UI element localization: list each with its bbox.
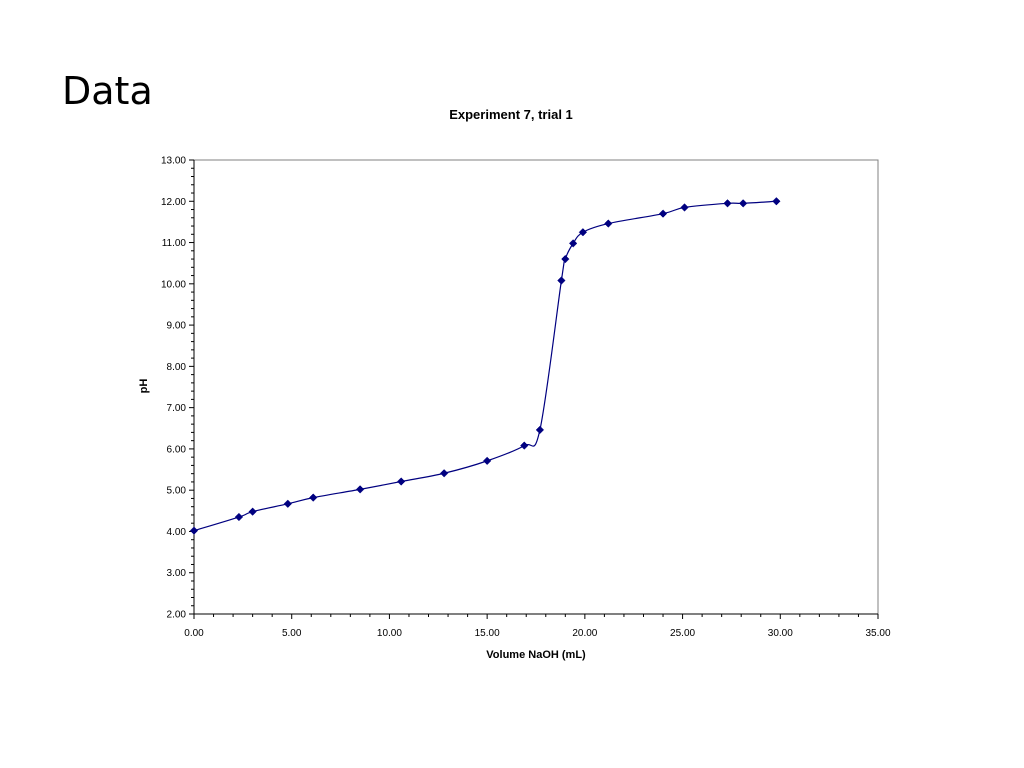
data-point-marker	[535, 425, 545, 435]
x-tick-label: 10.00	[377, 628, 402, 639]
data-point-marker	[309, 493, 318, 502]
plot-area	[193, 159, 879, 615]
slide-title: Data	[62, 69, 153, 113]
y-tick-label: 4.00	[167, 527, 187, 538]
x-tick-label: 0.00	[184, 628, 204, 639]
data-point-marker	[568, 239, 578, 248]
data-point-marker	[578, 228, 588, 237]
data-point-marker	[680, 203, 689, 212]
x-tick-label: 20.00	[572, 628, 597, 639]
data-point-marker	[355, 485, 365, 494]
x-axis-label: Volume NaOH (mL)	[486, 649, 586, 661]
data-point-marker	[283, 499, 292, 508]
y-tick-label: 3.00	[167, 568, 187, 579]
data-point-marker	[439, 469, 449, 478]
data-point-marker	[772, 197, 781, 206]
y-tick-label: 10.00	[161, 279, 186, 290]
x-tick-label: 30.00	[768, 628, 793, 639]
data-point-marker	[234, 512, 244, 522]
data-point-marker	[739, 199, 748, 208]
x-tick-label: 35.00	[865, 628, 890, 639]
data-point-marker	[520, 441, 529, 450]
y-tick-label: 9.00	[167, 321, 187, 332]
data-point-marker	[658, 209, 668, 218]
chart-title: Experiment 7, trial 1	[449, 107, 573, 122]
data-point-marker	[723, 199, 732, 208]
data-point-marker	[189, 526, 199, 535]
data-point-marker	[561, 254, 570, 264]
y-tick-label: 12.00	[161, 197, 186, 208]
x-tick-label: 5.00	[282, 628, 302, 639]
y-tick-label: 8.00	[167, 362, 187, 373]
data-point-marker	[248, 507, 257, 516]
y-tick-label: 13.00	[161, 156, 186, 167]
x-tick-label: 15.00	[475, 628, 500, 639]
y-tick-label: 11.00	[162, 238, 187, 249]
y-tick-label: 2.00	[167, 610, 187, 621]
y-tick-label: 5.00	[167, 486, 187, 497]
data-point-marker	[397, 477, 406, 486]
y-axis-label: pH	[138, 379, 150, 394]
data-point-marker	[482, 456, 492, 466]
y-tick-label: 7.00	[167, 403, 187, 414]
series-curve	[193, 200, 777, 532]
y-tick-label: 6.00	[167, 444, 187, 455]
x-tick-label: 25.00	[670, 628, 695, 639]
data-point-marker	[604, 219, 613, 228]
data-point-marker	[557, 276, 566, 285]
